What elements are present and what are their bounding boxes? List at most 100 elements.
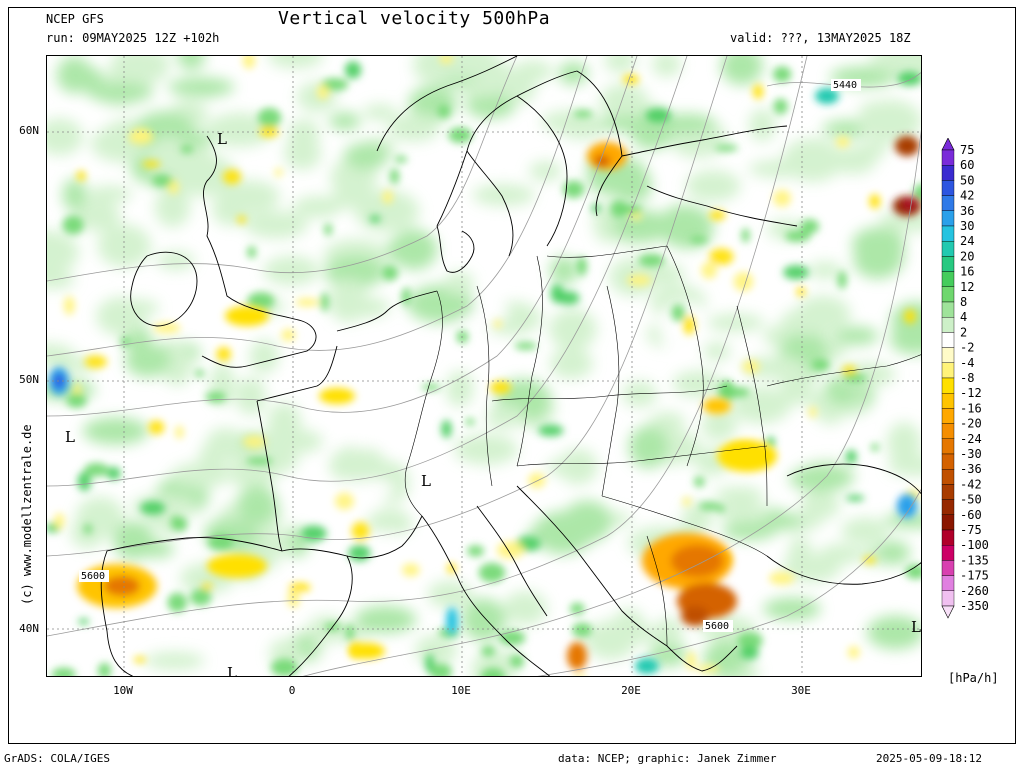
legend-label: -24: [960, 432, 982, 446]
legend-swatch: [941, 392, 955, 409]
legend-swatch: [941, 423, 955, 440]
legend-label: 60: [960, 158, 974, 172]
legend-label: -20: [960, 417, 982, 431]
legend-unit: [hPa/h]: [948, 671, 999, 685]
legend-swatch: [941, 514, 955, 531]
legend-label: -75: [960, 523, 982, 537]
legend-label: 75: [960, 143, 974, 157]
watermark: (c) www.modellzentrale.de: [20, 424, 34, 605]
legend-swatch: [941, 499, 955, 516]
legend-label: -2: [960, 341, 974, 355]
legend-swatch: [941, 590, 955, 607]
legend-swatch: [941, 225, 955, 242]
legend-label: 24: [960, 234, 974, 248]
legend-label: 20: [960, 249, 974, 263]
low-pressure-marker: L: [65, 428, 75, 446]
legend-label: -42: [960, 477, 982, 491]
legend-label: -100: [960, 538, 989, 552]
color-legend: 75605042363024201612842-2-4-8-12-16-20-2…: [941, 138, 989, 619]
weather-map: L L L L L 5440 5600 5600: [46, 55, 922, 677]
legend-label: -30: [960, 447, 982, 461]
legend-swatch: [941, 332, 955, 348]
legend-swatch: [941, 377, 955, 394]
legend-swatch: [941, 529, 955, 546]
valid-time: valid: ???, 13MAY2025 18Z: [730, 31, 911, 45]
lon-label-20e: 20E: [621, 684, 641, 697]
legend-swatch: [941, 362, 955, 379]
legend-label: -50: [960, 493, 982, 507]
footer-credit: data: NCEP; graphic: Janek Zimmer: [558, 752, 777, 765]
legend-swatch: [941, 408, 955, 424]
contour-label-bg: [79, 570, 109, 582]
legend-swatch: [941, 195, 955, 211]
legend-swatch: [941, 286, 955, 303]
legend-label: -8: [960, 371, 974, 385]
legend-label: -16: [960, 401, 982, 415]
legend-arrow-top: [941, 138, 955, 151]
legend-label: -36: [960, 462, 982, 476]
legend-swatch: [941, 271, 955, 288]
legend-label: -12: [960, 386, 982, 400]
map-canvas: L L L L L 5440 5600 5600: [47, 56, 921, 677]
lat-label-40n: 40N: [19, 622, 39, 635]
contour-label: 5440: [833, 80, 857, 91]
legend-swatch: [941, 453, 955, 470]
legend-swatch: [941, 149, 955, 166]
vertical-velocity-field: [47, 56, 921, 676]
legend-label: -350: [960, 599, 989, 613]
lon-label-0: 0: [288, 684, 296, 697]
legend-swatch: [941, 180, 955, 196]
legend-label: 30: [960, 219, 974, 233]
legend-swatch: [941, 469, 955, 485]
legend-label: -135: [960, 553, 989, 567]
lon-label-10w: 10W: [113, 684, 133, 697]
legend-swatch: [941, 210, 955, 227]
plot-frame: [8, 7, 1016, 744]
legend-label: 50: [960, 173, 974, 187]
lat-label-60n: 60N: [19, 124, 39, 137]
legend-label: 8: [960, 295, 967, 309]
low-pressure-marker: L: [421, 472, 431, 490]
legend-arrow-bottom: [941, 605, 955, 619]
legend-swatch: [941, 256, 955, 272]
legend-swatch: [941, 575, 955, 592]
lon-label-30e: 30E: [791, 684, 811, 697]
low-pressure-marker: L: [217, 130, 227, 148]
legend-swatch: [941, 545, 955, 561]
map-title: Vertical velocity 500hPa: [278, 8, 551, 29]
legend-swatch: [941, 316, 955, 333]
legend-label: -260: [960, 584, 989, 598]
contour-label-bg: [703, 620, 733, 632]
legend-swatch: [941, 560, 955, 576]
legend-swatch: [941, 165, 955, 181]
legend-label: -175: [960, 569, 989, 583]
low-pressure-marker: L: [227, 664, 237, 677]
map-annotations: L L L L L 5440 5600 5600: [65, 79, 921, 677]
run-info: run: 09MAY2025 12Z +102h: [46, 31, 220, 45]
contour-label: 5600: [705, 621, 729, 632]
legend-swatch: [941, 438, 955, 455]
contour-label: 5600: [81, 571, 105, 582]
legend-label: -4: [960, 356, 974, 370]
contour-label-bg: [831, 79, 861, 91]
lat-lon-grid: [47, 56, 921, 676]
legend-swatch: [941, 301, 955, 318]
legend-label: 12: [960, 280, 974, 294]
legend-label: 4: [960, 310, 967, 324]
geopotential-contours: [47, 56, 921, 676]
legend-swatch: [941, 347, 955, 364]
legend-label: 36: [960, 204, 974, 218]
lon-label-10e: 10E: [451, 684, 471, 697]
lat-label-50n: 50N: [19, 373, 39, 386]
footer-software: GrADS: COLA/IGES: [4, 752, 110, 765]
coastlines-borders: [100, 56, 921, 676]
model-name: NCEP GFS: [46, 12, 104, 26]
legend-label: 16: [960, 265, 974, 279]
legend-label: 42: [960, 189, 974, 203]
footer-timestamp: 2025-05-09-18:12: [876, 752, 982, 765]
legend-label: -60: [960, 508, 982, 522]
low-pressure-marker: L: [911, 618, 921, 636]
legend-swatch: [941, 484, 955, 500]
legend-swatch: [941, 240, 955, 257]
legend-label: 2: [960, 325, 967, 339]
